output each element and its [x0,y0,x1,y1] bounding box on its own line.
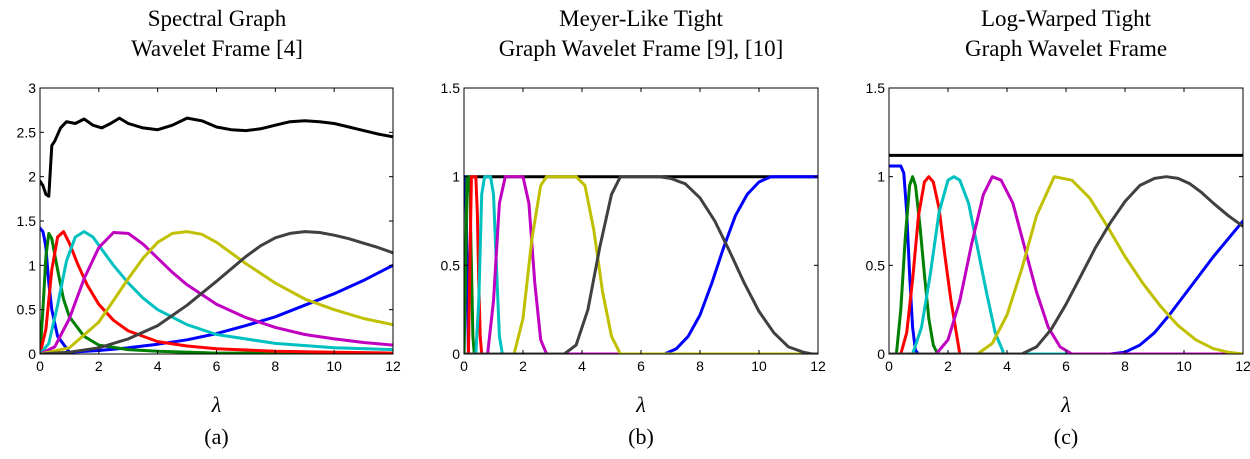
title-line-1: Spectral Graph [148,6,287,31]
x-tick-label: 0 [885,358,893,374]
series-line-gray [40,230,393,354]
panel-caption: (a) [204,424,228,449]
x-tick-label: 10 [751,358,767,374]
y-tick-label: 0.5 [441,257,461,273]
y-tick-label: 1 [877,169,885,185]
y-tick-label: 1.5 [441,80,461,96]
title-line-1: Meyer-Like Tight [559,6,723,31]
series-line-magenta [40,231,393,354]
title-line-2: Wavelet Frame [4] [131,36,303,61]
x-tick-label: 10 [1176,358,1192,374]
x-axis-label: λ [1060,392,1071,417]
plot-area [889,153,1243,354]
x-tick-label: 10 [326,358,342,374]
series-line-gray [889,175,1243,354]
title-line-1: Log-Warped Tight [981,6,1152,31]
y-tick-label: 1 [452,169,460,185]
y-tick-label: 0.5 [17,302,37,318]
series-line-red [464,175,818,354]
series-line-blue [40,226,393,354]
series-line-magenta [464,175,818,354]
series-line-green [889,175,1243,354]
x-tick-label: 4 [1003,358,1011,374]
axes-frame [463,87,819,355]
x-tick-label: 12 [1235,358,1250,374]
series-line-red [40,230,393,354]
y-tick-label: 2.5 [17,124,37,140]
x-tick-label: 0 [36,358,44,374]
x-axis-label: λ [635,392,646,417]
x-tick-label: 2 [519,358,527,374]
series-line-gray [464,175,818,354]
series-line-blue [889,164,1243,354]
y-tick-label: 3 [28,80,36,96]
series-line-black [40,116,393,198]
plot-area [464,175,818,354]
series-line-olive [464,175,818,354]
x-tick-label: 6 [213,358,221,374]
x-tick-label: 6 [637,358,645,374]
x-tick-label: 4 [578,358,586,374]
series-line-magenta [889,175,1243,354]
x-tick-label: 2 [95,358,103,374]
plot-area [40,116,393,354]
x-tick-label: 2 [944,358,952,374]
series-line-cyan [889,175,1243,354]
y-tick-label: 1 [28,257,36,273]
y-tick-label: 0.5 [866,257,886,273]
y-tick-label: 0 [28,346,36,362]
x-tick-label: 8 [1121,358,1129,374]
series-line-red [889,175,1243,354]
x-tick-label: 4 [154,358,162,374]
title-line-2: Graph Wavelet Frame [965,36,1167,61]
panel-caption: (c) [1054,424,1078,449]
series-line-green [464,175,818,354]
y-tick-label: 0 [877,346,885,362]
x-tick-label: 6 [1062,358,1070,374]
x-tick-label: 12 [385,358,401,374]
panel-c: Log-Warped Tight Graph Wavelet Frame 0 2 4 6 8… [866,6,1250,449]
x-tick-label: 8 [696,358,704,374]
x-tick-label: 12 [810,358,826,374]
series-line-green [40,231,393,354]
x-tick-label: 8 [271,358,279,374]
y-tick-label: 1.5 [866,80,886,96]
series-line-olive [889,175,1243,354]
series-line-cyan [40,230,393,354]
y-tick-label: 0 [452,346,460,362]
series-line-cyan [464,175,818,354]
panel-caption: (b) [628,424,654,449]
series-line-blue [464,175,818,354]
y-tick-label: 1.5 [17,213,37,229]
title-line-2: Graph Wavelet Frame [9], [10] [499,36,783,61]
panel-b: Meyer-Like Tight Graph Wavelet Frame [9],… [441,6,826,449]
series-line-olive [40,230,393,354]
y-tick-label: 2 [28,169,36,185]
x-axis-label: λ [211,392,222,417]
x-tick-label: 0 [460,358,468,374]
